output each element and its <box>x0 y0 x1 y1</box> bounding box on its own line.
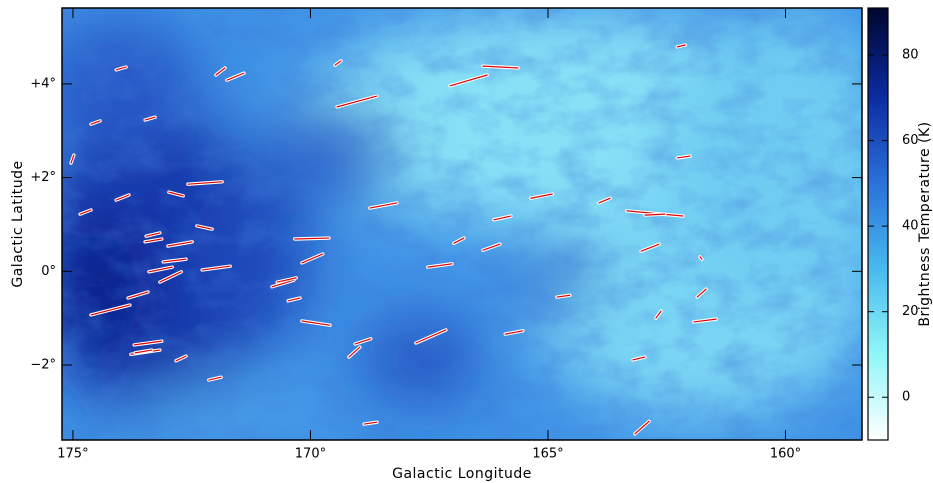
colorbar-label: Brightness Temperature (K) <box>917 121 933 326</box>
colorbar-tick-label: 40 <box>902 219 919 234</box>
colorbar-tick-label: 80 <box>902 48 919 63</box>
x-tick-label: 160° <box>770 447 801 462</box>
x-axis-label: Galactic Longitude <box>392 466 532 482</box>
colorbar-tick-label: 20 <box>902 304 919 319</box>
colorbar-tick-label: 0 <box>902 390 910 405</box>
y-tick-label: −2° <box>30 358 56 373</box>
x-tick-label: 175° <box>57 447 88 462</box>
y-tick-label: +4° <box>30 76 56 91</box>
x-tick-label: 170° <box>295 447 326 462</box>
colorbar <box>868 8 888 440</box>
y-tick-label: 0° <box>41 264 56 279</box>
colorbar-tick-label: 60 <box>902 133 919 148</box>
y-axis-label: Galactic Latitude <box>10 160 26 287</box>
sky-image <box>30 8 900 440</box>
image-texture <box>62 8 862 440</box>
y-tick-label: +2° <box>30 170 56 185</box>
x-tick-label: 165° <box>532 447 563 462</box>
chart: Galactic Longitude Galactic Latitude Bri… <box>0 0 933 483</box>
